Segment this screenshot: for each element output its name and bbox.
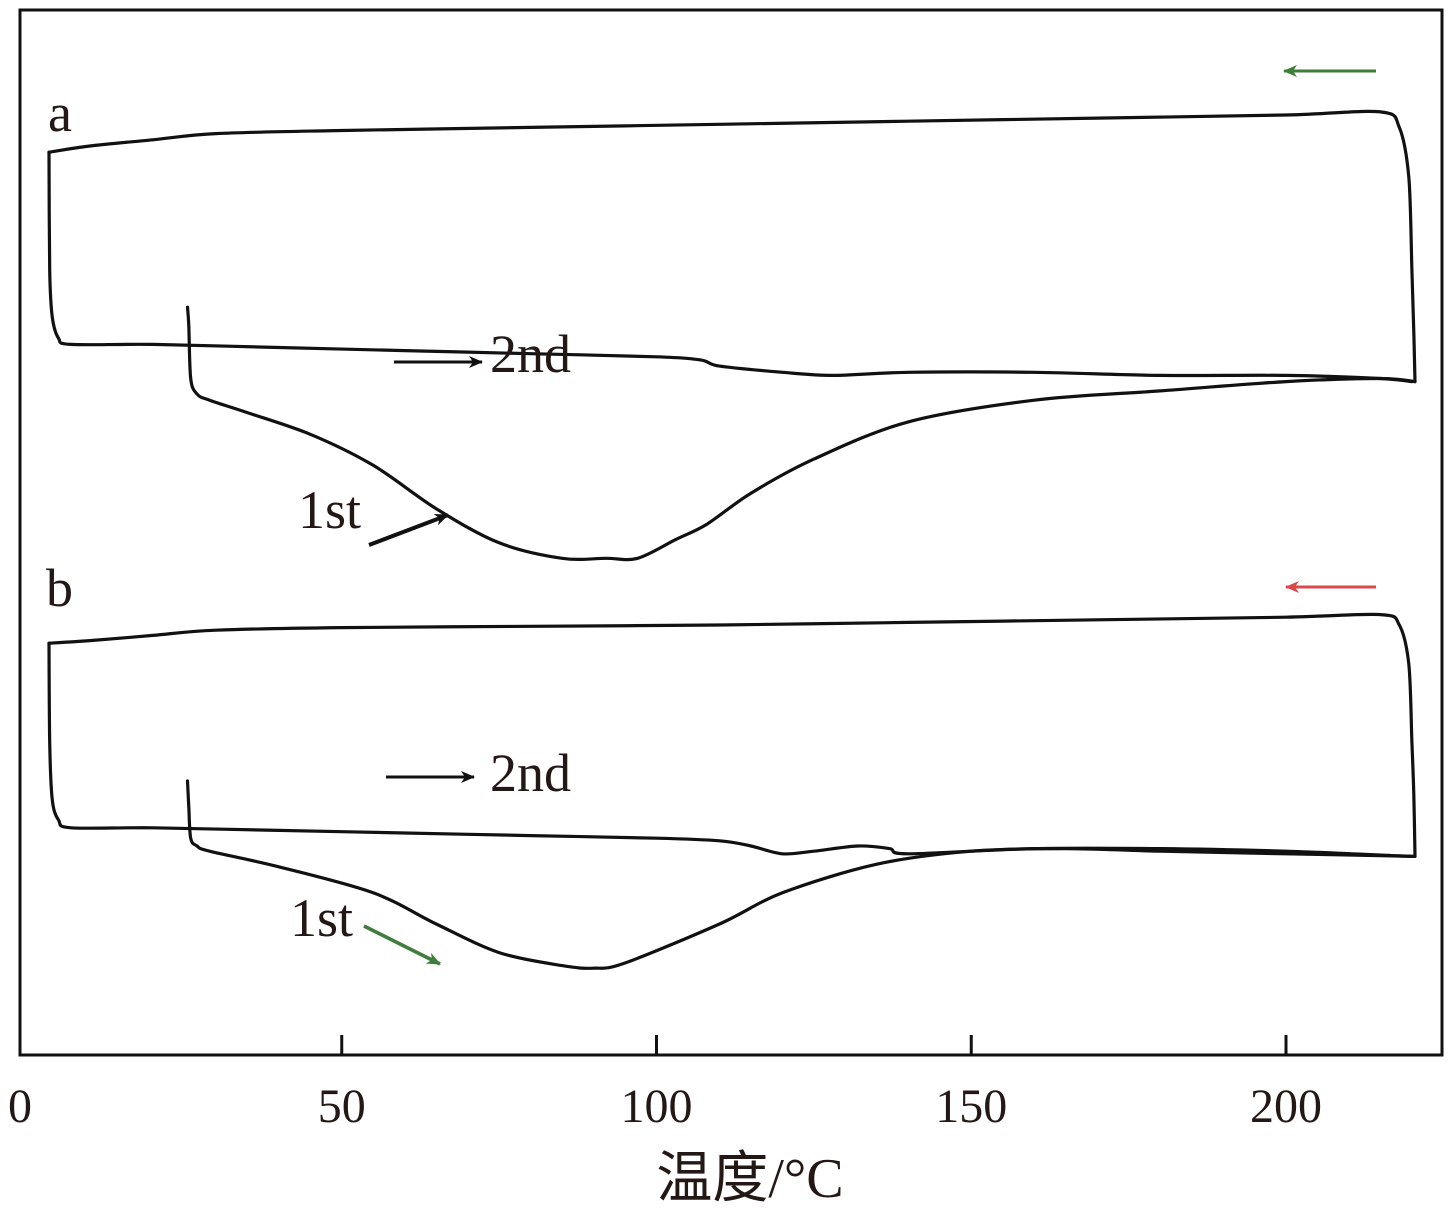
x-tick-label-200: 200 (1250, 1080, 1322, 1133)
curve-a-cooling (47, 109, 1417, 384)
x-axis-ticks: 0 50 100 150 200 (8, 1035, 1322, 1133)
curve-b-cooling (47, 612, 1417, 858)
x-axis-title: 温度/°C (656, 1148, 843, 1210)
curve-a-2nd (47, 150, 1414, 384)
arrow-1st-b (363, 924, 441, 966)
annotation-1st-b: 1st (290, 888, 353, 948)
curve-b-2nd (47, 641, 1414, 858)
x-tick-label-0: 0 (8, 1080, 32, 1133)
annotation-1st-a: 1st (298, 480, 361, 540)
x-tick-label-150: 150 (935, 1080, 1007, 1133)
curve-b-1st (185, 779, 1417, 970)
curve-a-1st (185, 305, 1417, 562)
plot-frame (18, 8, 1444, 1057)
x-tick-label-50: 50 (318, 1080, 366, 1133)
curve-layer (47, 109, 1417, 970)
arrow-1st-a (368, 513, 449, 547)
annotation-2nd-b: 2nd (490, 743, 571, 803)
panel-label-a: a (48, 83, 72, 143)
x-tick-label-100: 100 (621, 1080, 693, 1133)
annotation-2nd-a: 2nd (490, 324, 571, 384)
panel-label-b: b (46, 558, 73, 618)
